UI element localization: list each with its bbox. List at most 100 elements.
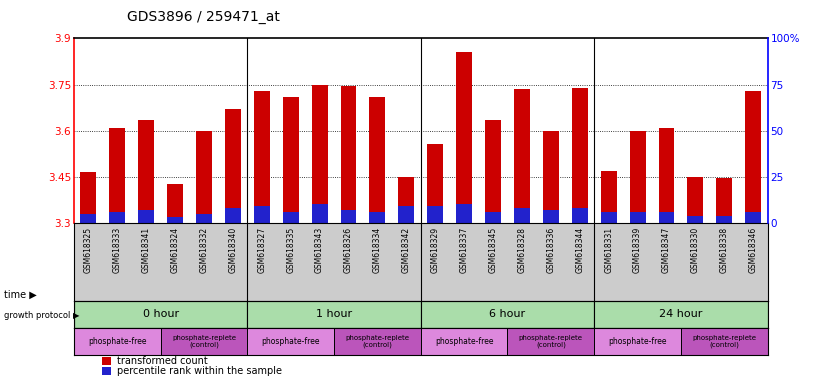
Bar [630, 131, 645, 223]
Bar [196, 214, 212, 223]
Bar [74, 328, 161, 355]
Text: GSM618346: GSM618346 [749, 227, 758, 273]
Text: 24 hour: 24 hour [659, 309, 703, 319]
Bar [334, 328, 421, 355]
Text: GSM618333: GSM618333 [112, 227, 122, 273]
Bar [687, 177, 704, 223]
Text: GSM618338: GSM618338 [720, 227, 729, 273]
Bar [102, 357, 111, 365]
Bar [456, 52, 472, 223]
Text: 1 hour: 1 hour [316, 309, 352, 319]
Text: GSM618341: GSM618341 [142, 227, 151, 273]
Text: phosphate-free: phosphate-free [435, 337, 493, 346]
Bar [254, 91, 270, 223]
Bar [514, 208, 530, 223]
Text: GSM618324: GSM618324 [171, 227, 180, 273]
Bar [681, 328, 768, 355]
Bar [658, 212, 674, 223]
Text: growth protocol ▶: growth protocol ▶ [4, 311, 80, 320]
Bar [485, 120, 501, 223]
Bar [167, 217, 183, 223]
Bar [543, 210, 559, 223]
Bar [507, 328, 594, 355]
Bar [456, 204, 472, 223]
Text: GSM618326: GSM618326 [344, 227, 353, 273]
Bar [225, 208, 241, 223]
Bar [717, 215, 732, 223]
Bar [74, 301, 247, 328]
Bar [102, 367, 111, 375]
Text: GSM618340: GSM618340 [228, 227, 237, 273]
Text: percentile rank within the sample: percentile rank within the sample [117, 366, 282, 376]
Bar [571, 208, 588, 223]
Text: GSM618332: GSM618332 [200, 227, 209, 273]
Bar [658, 127, 674, 223]
Bar [421, 301, 594, 328]
Bar [80, 172, 96, 223]
Text: phosphate-free: phosphate-free [608, 337, 667, 346]
Text: transformed count: transformed count [117, 356, 208, 366]
Bar [247, 301, 421, 328]
Bar [312, 204, 328, 223]
Bar [601, 170, 617, 223]
Text: GSM618325: GSM618325 [84, 227, 93, 273]
Bar [398, 206, 415, 223]
Text: phosphate-replete
(control): phosphate-replete (control) [692, 335, 756, 348]
Bar [80, 214, 96, 223]
Text: GSM618347: GSM618347 [662, 227, 671, 273]
Bar [247, 328, 334, 355]
Text: GSM618334: GSM618334 [373, 227, 382, 273]
Bar [594, 328, 681, 355]
Bar [514, 89, 530, 223]
Bar [369, 97, 385, 223]
Text: phosphate-replete
(control): phosphate-replete (control) [172, 335, 236, 348]
Bar [282, 212, 299, 223]
Bar [225, 109, 241, 223]
Text: phosphate-replete
(control): phosphate-replete (control) [346, 335, 410, 348]
Bar [398, 177, 415, 223]
Bar [421, 328, 507, 355]
Bar [571, 88, 588, 223]
Text: GSM618327: GSM618327 [257, 227, 266, 273]
Bar [601, 212, 617, 223]
Text: 0 hour: 0 hour [143, 309, 179, 319]
Bar [109, 212, 125, 223]
Text: phosphate-replete
(control): phosphate-replete (control) [519, 335, 583, 348]
Text: 6 hour: 6 hour [489, 309, 525, 319]
Text: GSM618331: GSM618331 [604, 227, 613, 273]
Bar [138, 210, 154, 223]
Text: GSM618330: GSM618330 [690, 227, 699, 273]
Text: GSM618343: GSM618343 [315, 227, 324, 273]
Text: GDS3896 / 259471_at: GDS3896 / 259471_at [127, 10, 280, 23]
Bar [196, 131, 212, 223]
Bar [167, 184, 183, 223]
Bar [427, 144, 443, 223]
Bar [427, 206, 443, 223]
Bar [594, 301, 768, 328]
Bar [254, 206, 270, 223]
Bar [161, 328, 247, 355]
Bar [341, 210, 356, 223]
Text: time ▶: time ▶ [4, 290, 37, 300]
Bar [745, 91, 761, 223]
Text: phosphate-free: phosphate-free [88, 337, 146, 346]
Bar [138, 119, 154, 223]
Text: GSM618337: GSM618337 [460, 227, 469, 273]
Bar [312, 84, 328, 223]
Text: GSM618344: GSM618344 [576, 227, 585, 273]
Text: phosphate-free: phosphate-free [261, 337, 320, 346]
Text: GSM618335: GSM618335 [287, 227, 296, 273]
Text: GSM618329: GSM618329 [431, 227, 440, 273]
Text: GSM618342: GSM618342 [401, 227, 410, 273]
Bar [745, 212, 761, 223]
Bar [282, 97, 299, 223]
Bar [543, 131, 559, 223]
Bar [630, 212, 645, 223]
Bar [341, 86, 356, 223]
Text: GSM618339: GSM618339 [633, 227, 642, 273]
Bar [485, 212, 501, 223]
Text: GSM618328: GSM618328 [517, 227, 526, 273]
Bar [717, 178, 732, 223]
Bar [109, 128, 125, 223]
Text: GSM618345: GSM618345 [488, 227, 498, 273]
